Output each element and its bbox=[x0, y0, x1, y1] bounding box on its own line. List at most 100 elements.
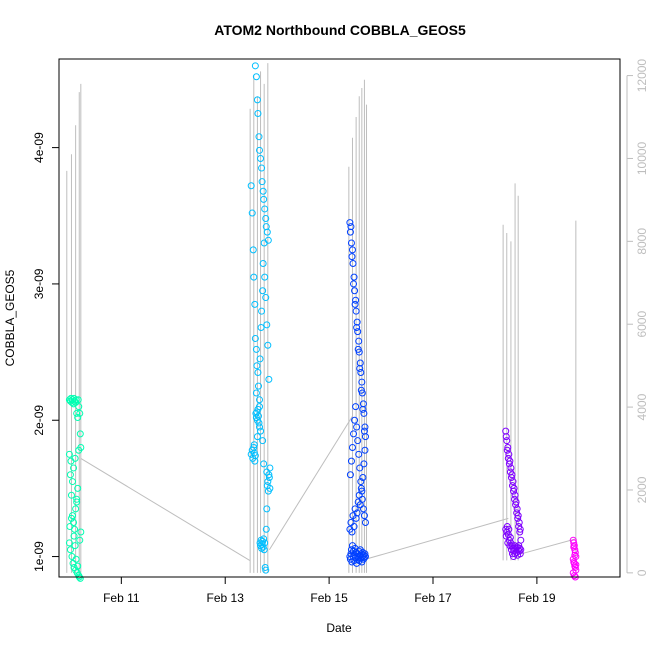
data-point bbox=[570, 559, 578, 567]
data-point bbox=[516, 544, 524, 552]
data-point bbox=[346, 219, 354, 227]
data-point bbox=[354, 437, 362, 445]
data-point bbox=[361, 446, 369, 454]
data-point bbox=[66, 546, 74, 554]
data-point bbox=[250, 273, 258, 281]
data-point bbox=[74, 414, 82, 422]
data-point bbox=[260, 546, 268, 554]
data-point bbox=[257, 324, 265, 332]
data-point bbox=[355, 450, 363, 458]
data-point bbox=[70, 518, 78, 526]
data-point bbox=[348, 246, 356, 254]
series-2 bbox=[247, 62, 274, 574]
data-point bbox=[261, 273, 269, 281]
data-point bbox=[570, 543, 578, 551]
data-point bbox=[255, 419, 263, 427]
data-point bbox=[73, 409, 81, 417]
data-point bbox=[516, 550, 524, 558]
data-point bbox=[260, 195, 268, 203]
x-tick-label: Feb 11 bbox=[103, 591, 140, 605]
data-point bbox=[251, 334, 259, 342]
data-point bbox=[258, 178, 266, 186]
data-point bbox=[502, 427, 510, 435]
data-point bbox=[349, 259, 357, 267]
data-point bbox=[516, 528, 524, 536]
data-point bbox=[264, 478, 272, 486]
y-tick-label: 3e-09 bbox=[32, 268, 46, 299]
data-point bbox=[66, 471, 74, 479]
data-point bbox=[352, 307, 360, 315]
chart-title: ATOM2 Northbound COBBLA_GEOS5 bbox=[214, 22, 466, 38]
y2-tick-label: 0 bbox=[635, 569, 649, 576]
data-point bbox=[262, 294, 270, 302]
series-1 bbox=[65, 394, 85, 582]
data-point bbox=[350, 280, 358, 288]
data-point bbox=[356, 464, 364, 472]
data-point bbox=[250, 444, 258, 451]
data-point bbox=[74, 484, 82, 492]
altitude-connector bbox=[268, 415, 353, 551]
data-point bbox=[517, 546, 525, 554]
data-point bbox=[357, 478, 365, 486]
data-point bbox=[251, 457, 259, 465]
x-axis: Feb 11 Feb 13 Feb 15 Feb 17 Feb 19 bbox=[103, 576, 556, 605]
data-point bbox=[350, 273, 358, 281]
data-point bbox=[72, 505, 80, 513]
data-point bbox=[505, 525, 513, 533]
data-point bbox=[507, 464, 515, 472]
data-point bbox=[346, 471, 354, 479]
data-point bbox=[258, 307, 266, 315]
data-point bbox=[515, 518, 523, 526]
data-point bbox=[347, 457, 355, 465]
data-point bbox=[75, 403, 83, 411]
data-point bbox=[65, 450, 73, 458]
data-point bbox=[357, 484, 365, 492]
data-point bbox=[359, 400, 367, 408]
data-point bbox=[507, 473, 515, 481]
data-point bbox=[250, 441, 258, 449]
data-point bbox=[260, 535, 268, 543]
data-point bbox=[256, 355, 264, 363]
data-point bbox=[353, 318, 361, 326]
data-point bbox=[266, 484, 274, 492]
data-point bbox=[359, 405, 367, 413]
data-point bbox=[503, 446, 511, 454]
x-tick-label: Feb 15 bbox=[310, 591, 348, 605]
data-point bbox=[76, 409, 84, 417]
data-point bbox=[266, 464, 274, 472]
y2-tick-label: 8000 bbox=[635, 228, 649, 255]
data-point bbox=[356, 359, 364, 367]
data-point bbox=[251, 452, 259, 460]
data-point bbox=[351, 287, 359, 295]
y-tick-label: 4e-09 bbox=[32, 132, 46, 163]
y2-tick-label: 2000 bbox=[635, 476, 649, 503]
data-point bbox=[72, 396, 80, 404]
y2-tick-label: 10000 bbox=[635, 141, 649, 175]
data-point bbox=[257, 427, 265, 435]
data-point bbox=[361, 423, 369, 431]
data-point bbox=[360, 409, 368, 417]
data-point bbox=[570, 572, 578, 580]
data-point bbox=[253, 433, 261, 441]
data-point bbox=[512, 501, 520, 509]
data-point bbox=[358, 495, 366, 503]
data-point bbox=[347, 223, 355, 231]
y2-axis: 0 2000 4000 6000 8000 10000 12000 bbox=[626, 59, 649, 576]
data-point bbox=[360, 512, 368, 520]
data-point bbox=[252, 389, 260, 397]
data-point bbox=[259, 187, 267, 195]
data-point bbox=[358, 378, 366, 386]
altitude-connector bbox=[365, 517, 509, 560]
data-point bbox=[352, 296, 360, 304]
data-point bbox=[77, 528, 85, 536]
data-point bbox=[354, 328, 362, 336]
data-point bbox=[509, 478, 517, 486]
data-point bbox=[263, 505, 271, 513]
data-point bbox=[71, 454, 79, 462]
data-point bbox=[254, 412, 262, 420]
data-point bbox=[261, 205, 269, 213]
altitude-connector bbox=[80, 457, 251, 562]
series-3 bbox=[346, 219, 369, 567]
data-point bbox=[254, 369, 262, 377]
